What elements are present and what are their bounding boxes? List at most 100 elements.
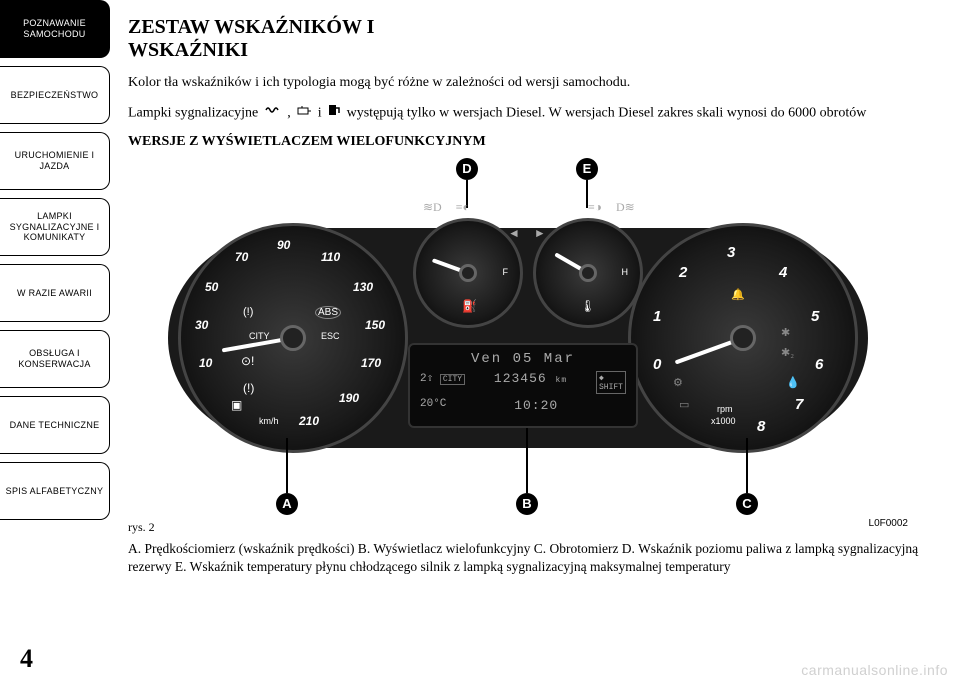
speedo-170: 170 bbox=[361, 356, 381, 370]
temp-h: H bbox=[622, 267, 629, 277]
callout-e: E bbox=[576, 158, 598, 180]
tacho-x1000: x1000 bbox=[711, 416, 736, 426]
high-beam-icon: ≡◐ bbox=[456, 200, 470, 215]
speedo-city-label: CITY bbox=[249, 331, 270, 341]
nav-tab-spis[interactable]: SPIS ALFABETYCZNY bbox=[0, 462, 110, 520]
tacho-rpm: rpm bbox=[717, 404, 733, 414]
cluster: ≋D ≡◐ ◄ ► ≡◑ D≋ ☼ ⚠ 10 30 50 70 90 110 1… bbox=[168, 188, 868, 488]
lcd-odo: 123456 bbox=[494, 371, 547, 386]
fog-rear-icon: D≋ bbox=[616, 200, 635, 215]
title-line-2: WSKAŹNIKI bbox=[128, 39, 248, 61]
para2-text-b: , bbox=[287, 106, 294, 121]
callout-line-a bbox=[286, 438, 288, 493]
speedo-center bbox=[280, 325, 306, 351]
glow-plug-icon bbox=[264, 104, 282, 123]
speedo-50: 50 bbox=[205, 280, 218, 294]
indicator-row-arrows: ◄ ► bbox=[508, 226, 546, 241]
speedo-30: 30 bbox=[195, 318, 208, 332]
callout-c: C bbox=[736, 493, 758, 515]
tacho-3: 3 bbox=[727, 244, 735, 261]
handbrake-icon: ⊙! bbox=[241, 354, 254, 368]
tachometer-gauge: 0 1 2 3 4 5 6 7 8 rpm x1000 🔔 ✱ ✱₂ ⚙ 💧 ▭ bbox=[628, 223, 858, 453]
tacho-6: 6 bbox=[815, 356, 823, 373]
lcd-date: Ven 05 Mar bbox=[420, 351, 626, 367]
nav-tab-obsluga[interactable]: OBSŁUGA I KONSERWACJA bbox=[0, 330, 110, 388]
speedo-70: 70 bbox=[235, 250, 248, 264]
tpms-icon: (!) bbox=[243, 381, 254, 395]
abs-icon: ABS bbox=[315, 306, 341, 319]
nav-tab-dane[interactable]: DANE TECHNICZNE bbox=[0, 396, 110, 454]
airbag-icon: ✱ bbox=[781, 326, 790, 339]
para2-text-a: Lampki sygnalizacyjne bbox=[128, 106, 262, 121]
seatbelt-icon: 🔔 bbox=[731, 288, 745, 301]
lcd-shift-text: SHIFT bbox=[599, 383, 623, 392]
nav-tab-uruchomienie[interactable]: URUCHOMIENIE I JAZDA bbox=[0, 132, 110, 190]
fuel-center bbox=[459, 264, 477, 282]
nav-tab-poznawanie[interactable]: POZNAWANIE SAMOCHODU bbox=[0, 0, 110, 58]
fuel-gauge: F ⛽ bbox=[413, 218, 523, 328]
temp-center bbox=[579, 264, 597, 282]
water-in-fuel-icon bbox=[296, 104, 312, 123]
watermark: carmanualsonline.info bbox=[801, 662, 948, 678]
battery-icon: ▭ bbox=[679, 398, 689, 411]
figure-caption-row: rys. 2 L0F0002 bbox=[128, 518, 908, 536]
tacho-1: 1 bbox=[653, 308, 661, 325]
speedo-150: 150 bbox=[365, 318, 385, 332]
intro-paragraph-1: Kolor tła wskaźników i ich typologia mog… bbox=[128, 74, 938, 93]
nav-tab-bezpieczenstwo[interactable]: BEZPIECZEŃSTWO bbox=[0, 66, 110, 124]
lcd-time: 10:20 bbox=[514, 398, 558, 413]
nav-tab-lampki[interactable]: LAMPKI SYGNALIZACYJNE I KOMUNIKATY bbox=[0, 198, 110, 256]
low-beam-icon: ≡◑ bbox=[588, 200, 602, 215]
callout-line-c bbox=[746, 438, 748, 493]
temperature-gauge: H 🌡 bbox=[533, 218, 643, 328]
fuel-pump-icon bbox=[327, 103, 341, 124]
title-line-1: ZESTAW WSKAŹNIKÓW I bbox=[128, 16, 374, 38]
page-number: 4 bbox=[20, 644, 33, 674]
callout-a: A bbox=[276, 493, 298, 515]
lcd-display: Ven 05 Mar 2⇧ CITY 123456 km ◆SHIFT 20°C… bbox=[408, 343, 638, 428]
tacho-4: 4 bbox=[779, 264, 787, 281]
para2-text-d: występują tylko w wersjach Diesel. W wer… bbox=[347, 106, 867, 121]
speedo-unit: km/h bbox=[259, 416, 279, 426]
fog-front-icon: ≋D bbox=[423, 200, 442, 215]
figure-description: A. Prędkościomierz (wskaźnik prędkości) … bbox=[128, 540, 938, 576]
brake-warning-icon: (!) bbox=[243, 306, 253, 318]
figure-code: L0F0002 bbox=[869, 518, 908, 529]
lcd-shift: ◆SHIFT bbox=[596, 371, 626, 394]
page-title: ZESTAW WSKAŹNIKÓW I WSKAŹNIKI bbox=[128, 16, 938, 62]
callout-line-b bbox=[526, 428, 528, 493]
speedo-190: 190 bbox=[339, 391, 359, 405]
tacho-0: 0 bbox=[653, 356, 661, 373]
instrument-cluster-figure: D E ≋D ≡◐ ◄ ► ≡◑ D≋ ☼ ⚠ 10 30 bbox=[128, 158, 908, 518]
tacho-7: 7 bbox=[795, 396, 803, 413]
callout-d: D bbox=[456, 158, 478, 180]
speedometer-gauge: 10 30 50 70 90 110 130 150 170 190 210 C… bbox=[178, 223, 408, 453]
speedo-90: 90 bbox=[277, 238, 290, 252]
section-subtitle: WERSJE Z WYŚWIETLACZEM WIELOFUNKCYJNYM bbox=[128, 134, 938, 150]
lcd-gear: 2 bbox=[420, 373, 427, 385]
speedo-110: 110 bbox=[321, 250, 340, 264]
lcd-odo-unit: km bbox=[556, 376, 568, 385]
speedo-130: 130 bbox=[353, 280, 373, 294]
speedo-210: 210 bbox=[299, 414, 319, 428]
lcd-gear-arrow: ⇧ bbox=[427, 373, 434, 385]
lcd-city: CITY bbox=[440, 374, 465, 385]
speedo-10: 10 bbox=[199, 356, 212, 370]
callout-b: B bbox=[516, 493, 538, 515]
speedo-esc-label: ESC bbox=[321, 331, 340, 341]
indicator-row-left: ≋D ≡◐ bbox=[423, 200, 470, 215]
thermometer-icon: 🌡 bbox=[580, 299, 595, 313]
nav-tab-awaria[interactable]: W RAZIE AWARII bbox=[0, 264, 110, 322]
figure-caption: rys. 2 bbox=[128, 520, 155, 534]
fuel-pump-gauge-icon: ⛽ bbox=[462, 299, 477, 313]
para2-text-c: i bbox=[318, 106, 325, 121]
engine-icon: ⚙ bbox=[673, 376, 683, 389]
fuel-f: F bbox=[503, 267, 509, 277]
tacho-center bbox=[730, 325, 756, 351]
tacho-2: 2 bbox=[679, 264, 687, 281]
airbag2-icon: ✱₂ bbox=[781, 346, 794, 359]
lcd-temp: 20°C bbox=[420, 398, 446, 413]
intro-paragraph-2: Lampki sygnalizacyjne , i występują tylk… bbox=[128, 103, 938, 124]
sidebar: POZNAWANIE SAMOCHODU BEZPIECZEŃSTWO URUC… bbox=[0, 0, 118, 686]
indicator-row-right: ≡◑ D≋ bbox=[588, 200, 635, 215]
